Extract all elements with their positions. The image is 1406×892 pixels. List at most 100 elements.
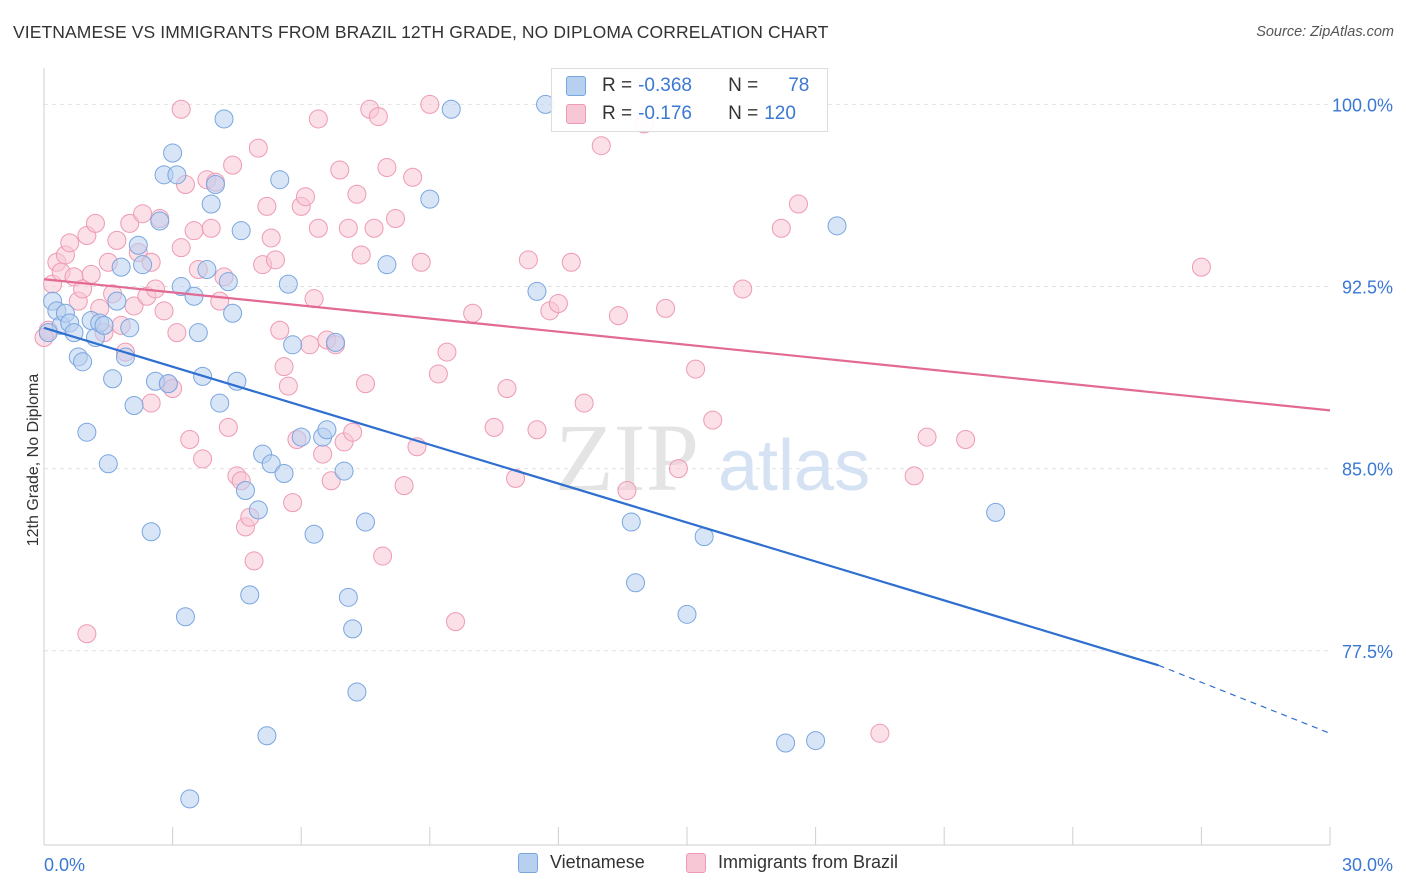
legend-n-label: N = — [728, 75, 759, 96]
brazil-point — [548, 294, 568, 314]
legend-r-label: R = — [602, 75, 633, 96]
brazil-point — [248, 138, 268, 158]
brazil-point — [321, 471, 341, 491]
vietnamese-point — [77, 422, 97, 442]
brazil-point — [956, 430, 976, 450]
brazil-point — [386, 209, 406, 229]
brazil-point — [497, 379, 517, 399]
vietnamese-point — [180, 789, 200, 809]
vietnamese-point — [171, 277, 191, 297]
vietnamese-point — [163, 143, 183, 163]
brazil-point — [771, 218, 791, 238]
legend-n-value: 120 — [764, 103, 796, 124]
vietnamese-point — [133, 255, 153, 275]
brazil-point — [377, 158, 397, 178]
vietnamese-point — [248, 500, 268, 520]
vietnamese-point — [677, 604, 697, 624]
vietnamese-point — [124, 396, 144, 416]
legend-row-brazil: R = -0.176 N = 120 — [566, 100, 796, 128]
legend-label-brazil: Immigrants from Brazil — [718, 852, 899, 872]
brazil-point — [617, 480, 637, 500]
vietnamese-point — [257, 726, 277, 746]
vietnamese-point — [141, 522, 161, 542]
vietnamese-point — [325, 332, 345, 352]
vietnamese-point — [317, 420, 337, 440]
chart-title: VIETNAMESE VS IMMIGRANTS FROM BRAZIL 12T… — [13, 22, 829, 42]
brazil-point — [356, 374, 375, 394]
brazil-point — [218, 417, 238, 437]
brazil-point — [300, 335, 320, 355]
vietnamese-point — [218, 272, 238, 292]
brazil-point — [223, 155, 243, 175]
vietnamese-point — [343, 619, 363, 639]
brazil-point — [561, 252, 581, 272]
vietnamese-point — [94, 315, 114, 335]
vietnamese-point — [356, 512, 375, 532]
vietnamese-point — [98, 454, 118, 474]
brazil-point — [368, 107, 388, 127]
y-axis-label: 12th Grade, No Diploma — [25, 373, 42, 547]
vietnamese-point — [347, 682, 367, 702]
brazil-point — [420, 94, 440, 114]
chart-source: Source: ZipAtlas.com — [1256, 24, 1394, 40]
y-tick-label: 92.5% — [1342, 278, 1393, 298]
legend-swatch-vietnamese — [566, 76, 586, 96]
brazil-point — [463, 303, 483, 323]
brazil-point — [351, 245, 371, 265]
vietnamese-trendline — [43, 326, 1159, 667]
vietnamese-point — [278, 274, 298, 294]
brazil-point — [81, 264, 101, 284]
y-tick-label: 77.5% — [1342, 642, 1393, 662]
legend-swatch-brazil — [566, 104, 586, 124]
vietnamese-point — [274, 463, 294, 483]
axes — [43, 68, 1331, 846]
brazil-point — [527, 420, 547, 440]
brazil-point — [278, 376, 298, 396]
brazil-point — [171, 238, 191, 258]
vietnamese-trendline-extension — [1158, 664, 1331, 734]
brazil-point — [308, 109, 328, 129]
legend-swatch-brazil — [686, 852, 706, 873]
vietnamese-point — [827, 216, 847, 236]
vietnamese-point — [304, 524, 324, 544]
vietnamese-point — [175, 607, 195, 627]
x-tick-label: 0.0% — [44, 855, 85, 875]
brazil-point — [703, 410, 723, 430]
brazil-point — [171, 99, 191, 119]
brazil-point — [437, 342, 457, 362]
brazil-trendline — [43, 278, 1331, 412]
brazil-point — [201, 218, 221, 238]
legend-swatch-vietnamese — [518, 852, 538, 873]
brazil-point — [244, 551, 264, 571]
brazil-point — [133, 204, 153, 224]
vietnamese-point — [338, 587, 358, 607]
tick-labels: 100.0% 92.5% 85.0% 77.5% 0.0% 30.0% — [44, 95, 1393, 875]
brazil-point — [668, 459, 688, 479]
vietnamese-point — [223, 303, 243, 323]
y-tick-label: 100.0% — [1332, 95, 1393, 115]
brazil-point — [373, 546, 393, 566]
vietnamese-point — [197, 260, 217, 280]
brazil-point — [518, 250, 538, 270]
vietnamese-point — [986, 502, 1006, 522]
brazil-point — [574, 393, 594, 413]
legend-label-vietnamese: Vietnamese — [550, 852, 645, 872]
brazil-point — [141, 393, 161, 413]
trend-lines — [43, 278, 1331, 734]
vietnamese-point — [188, 323, 208, 343]
vietnamese-point — [158, 374, 178, 394]
vietnamese-point — [377, 255, 397, 275]
brazil-point — [85, 213, 105, 233]
brazil-point — [686, 359, 706, 379]
legend-r-label: R = — [602, 103, 633, 124]
brazil-point — [180, 430, 200, 450]
brazil-point — [184, 221, 204, 241]
brazil-point — [283, 493, 303, 513]
brazil-point — [265, 250, 285, 270]
brazil-point — [343, 422, 363, 442]
vietnamese-point — [120, 318, 140, 338]
legend-item-vietnamese: Vietnamese — [518, 852, 645, 873]
vietnamese-point — [103, 369, 123, 389]
brazil-point — [261, 228, 281, 248]
brazil-point — [446, 612, 466, 632]
